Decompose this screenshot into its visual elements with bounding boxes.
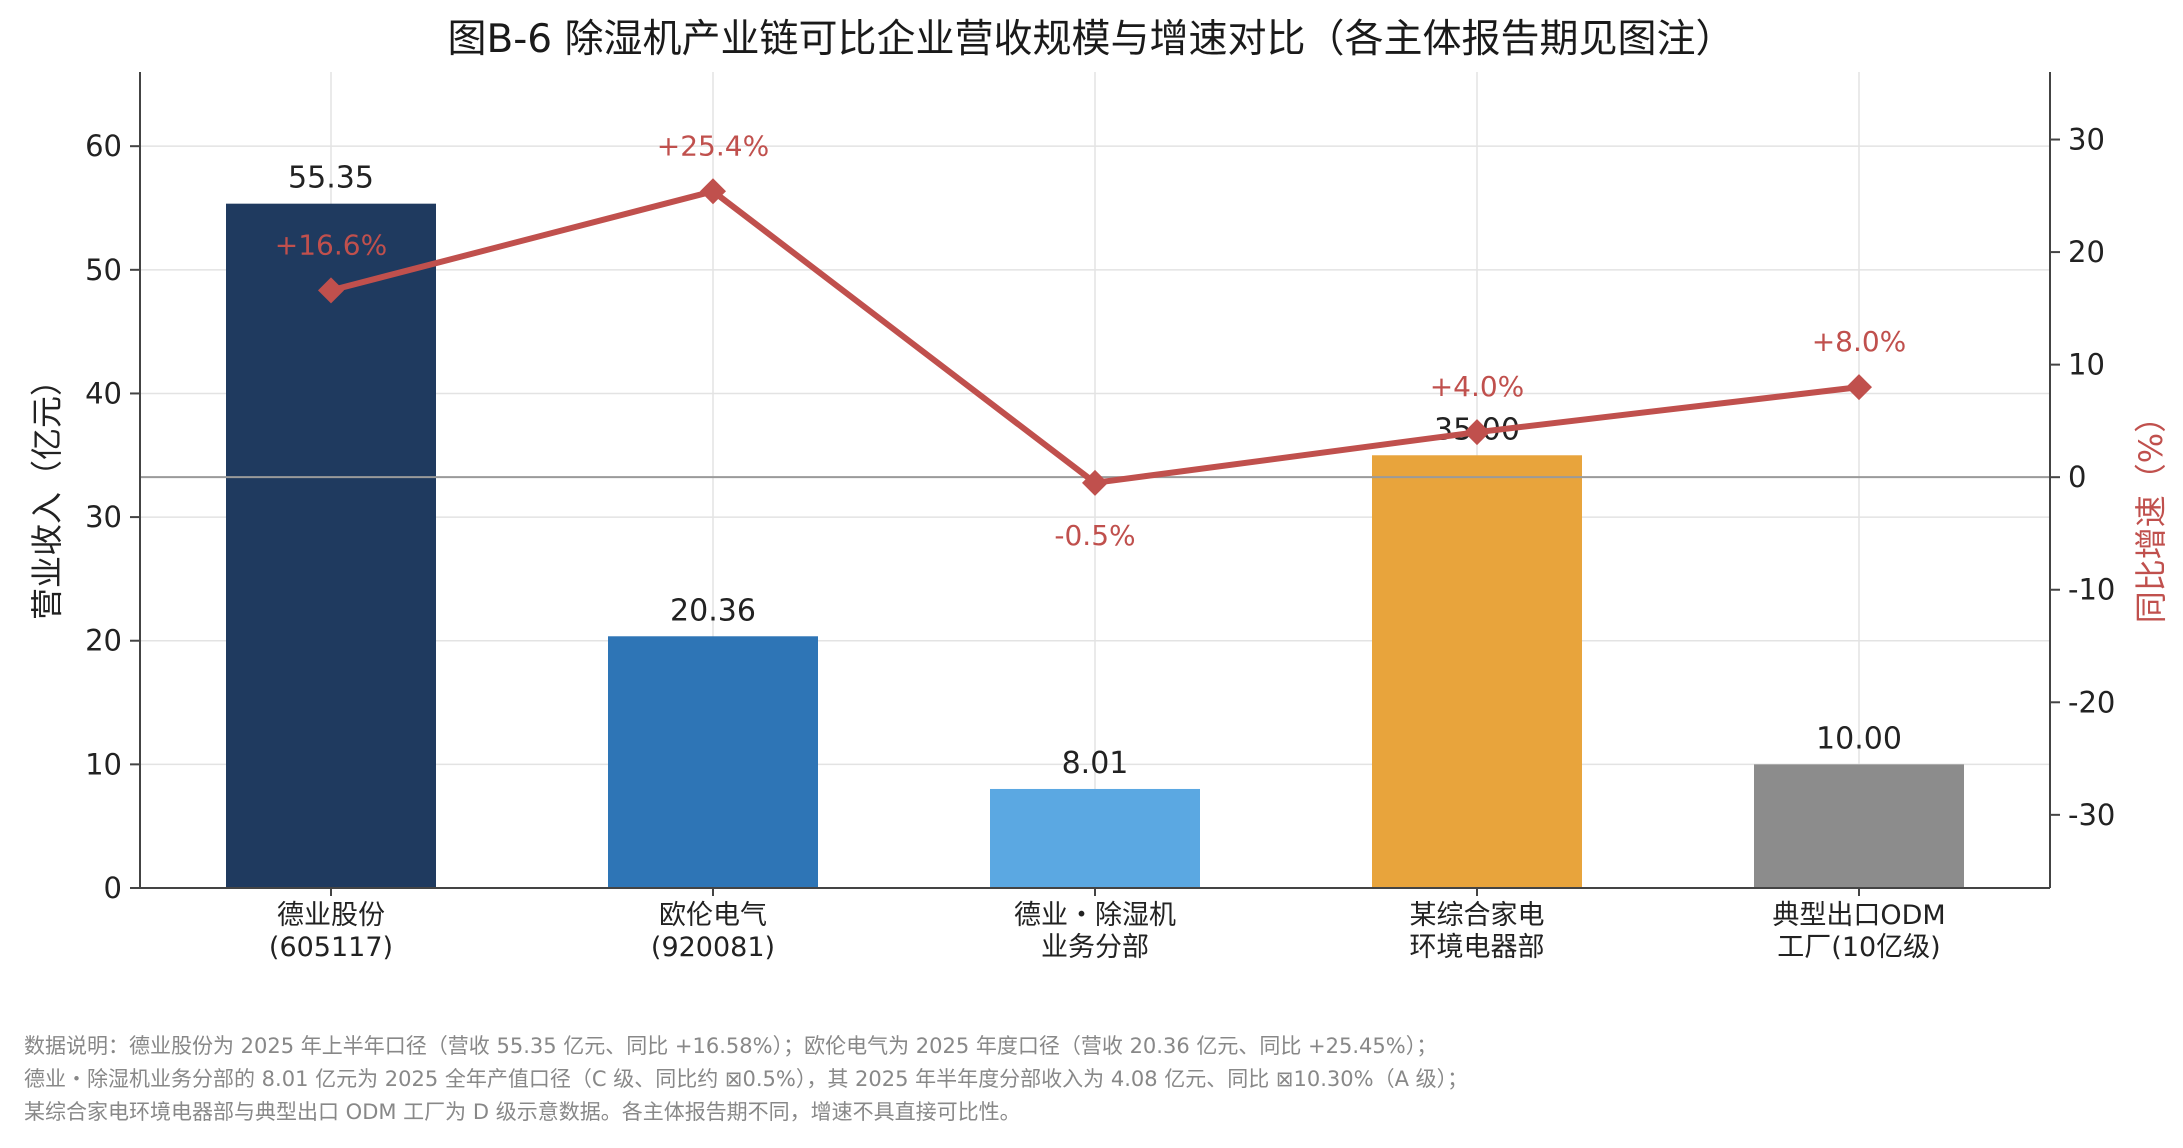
y2-tick-label: -10: [2068, 573, 2115, 607]
y2-tick-label: 0: [2068, 460, 2086, 494]
y-tick-label: 40: [85, 376, 122, 410]
y2-tick-label: 30: [2068, 123, 2105, 157]
y-tick-label: 0: [104, 871, 122, 905]
y-axis-label: 营业收入（亿元）: [28, 364, 66, 620]
note-line: 德业・除湿机业务分部的 8.01 亿元为 2025 全年产值口径（C 级、同比约…: [24, 1067, 1469, 1091]
x-tick-label: 欧伦电气: [659, 900, 767, 931]
bar: [1754, 764, 1964, 888]
growth-point: [318, 277, 344, 304]
growth-value-label: -0.5%: [1054, 519, 1135, 552]
y-tick-label: 30: [85, 500, 122, 534]
y-tick-label: 10: [85, 747, 122, 781]
bar-value-label: 8.01: [1062, 746, 1129, 781]
growth-point: [700, 178, 726, 205]
y2-tick-label: -20: [2068, 685, 2115, 719]
x-tick-label: 某综合家电: [1410, 900, 1545, 931]
grid: [140, 72, 2050, 889]
growth-line: +16.6% +25.4% -0.5% +4.0% +8.0%: [275, 129, 1907, 552]
y-tick-label: 20: [85, 624, 122, 658]
bar-value-label: 10.00: [1816, 721, 1902, 756]
x-tick-label: 环境电器部: [1410, 932, 1545, 963]
bar: [608, 636, 818, 888]
data-note: 数据说明：德业股份为 2025 年上半年口径（营收 55.35 亿元、同比 +1…: [24, 1030, 2144, 1129]
x-tick-label: 典型出口ODM: [1772, 900, 1945, 931]
y2-tick-label: -30: [2068, 798, 2115, 832]
bar-value-label: 20.36: [670, 593, 756, 628]
x-tick-label: 工厂(10亿级): [1777, 932, 1940, 963]
growth-value-label: +4.0%: [1430, 370, 1525, 403]
y2-tick-label: 20: [2068, 235, 2105, 269]
growth-value-label: +16.6%: [275, 228, 387, 261]
bar-value-label: 55.35: [288, 161, 374, 196]
note-line: 数据说明：德业股份为 2025 年上半年口径（营收 55.35 亿元、同比 +1…: [24, 1034, 1438, 1058]
growth-point: [1082, 469, 1108, 496]
axes: 0 10 20 30 40 50 60 -30 -20 -10 0 10 20 30 德业股份(605117…: [85, 72, 2115, 963]
bar: [990, 788, 1200, 888]
y2-tick-label: 10: [2068, 348, 2105, 382]
y2-axis-label: 同比增速（%）: [2132, 401, 2170, 623]
bar: [1372, 455, 1582, 888]
x-tick-label: 德业・除湿机: [1014, 900, 1176, 931]
y-tick-label: 50: [85, 253, 122, 287]
note-line: 某综合家电环境电器部与典型出口 ODM 工厂为 D 级示意数据。各主体报告期不同…: [24, 1100, 1021, 1124]
growth-value-label: +25.4%: [657, 129, 769, 162]
x-tick-label: (605117): [269, 932, 393, 963]
x-tick-label: (920081): [651, 932, 775, 963]
growth-value-label: +8.0%: [1812, 325, 1907, 358]
y-tick-label: 60: [85, 129, 122, 163]
bar: [226, 203, 436, 888]
growth-point: [1846, 374, 1872, 401]
growth-point: [1464, 419, 1490, 446]
x-tick-label: 业务分部: [1041, 932, 1149, 963]
x-tick-label: 德业股份: [277, 900, 385, 931]
chart-title: 图B-6 除湿机产业链可比企业营收规模与增速对比（各主体报告期见图注）: [447, 17, 1734, 62]
